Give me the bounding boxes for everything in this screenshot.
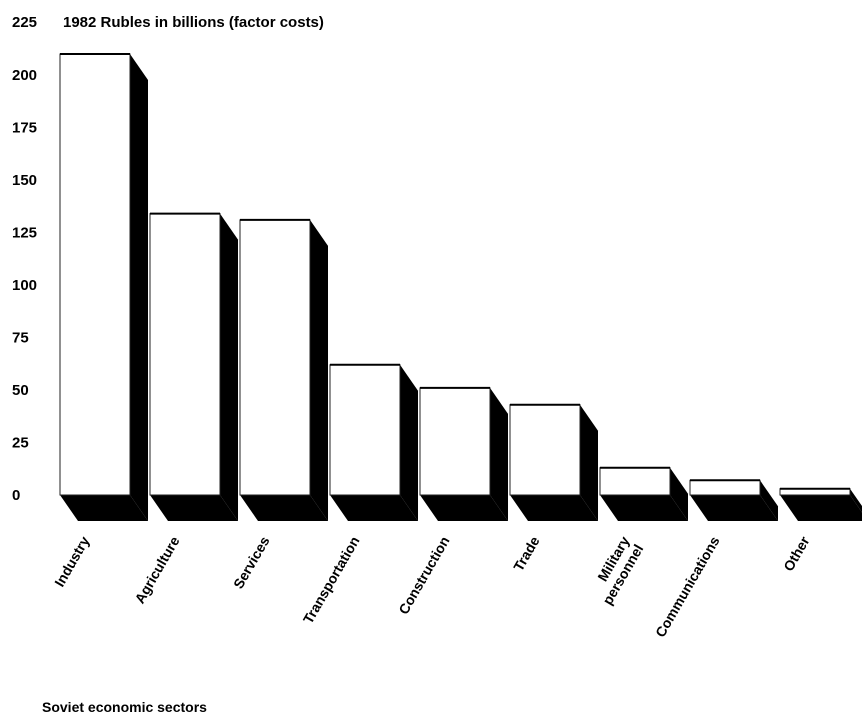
x-tick-label: Services (230, 533, 273, 591)
bar-face (689, 479, 761, 496)
x-axis-labels: Industry Agriculture Services Transportatio… (51, 533, 813, 640)
y-tick-label: 0 (12, 487, 20, 504)
bar-face (239, 219, 311, 496)
bar-construction (419, 386, 508, 521)
x-tick-label: Construction (395, 534, 452, 617)
bar-side (220, 213, 238, 521)
bar-transportation (329, 363, 418, 521)
y-tick-label: 200 (12, 67, 37, 84)
bar-industry (59, 53, 148, 521)
x-tick-label: Industry (51, 533, 93, 589)
bar-face (509, 404, 581, 496)
bar-floor (150, 495, 238, 521)
y-tick-label: 225 (12, 14, 37, 31)
bar-military-personnel (599, 466, 688, 521)
x-axis-title: Soviet economic sectors (42, 699, 207, 715)
y-tick-label: 150 (12, 172, 37, 189)
chart-title: 1982 Rubles in billions (factor costs) (63, 14, 324, 31)
bars (59, 53, 862, 521)
bar-side (580, 404, 598, 521)
y-tick-label: 175 (12, 120, 37, 137)
bar-floor (780, 495, 862, 521)
bar-floor (420, 495, 508, 521)
bar-floor (690, 495, 778, 521)
y-tick-label: 25 (12, 435, 29, 452)
bar-floor (240, 495, 328, 521)
bar-other (779, 487, 862, 521)
bar-floor (510, 495, 598, 521)
x-tick-label: Trade (510, 533, 543, 574)
bar-face (329, 364, 401, 496)
bar-side (400, 364, 418, 521)
y-tick-label: 125 (12, 225, 37, 242)
bar-side (850, 488, 862, 513)
y-tick-label: 100 (12, 277, 37, 294)
bar-face (419, 387, 491, 496)
bar-floor (330, 495, 418, 521)
bar-trade (509, 403, 598, 521)
y-tick-label: 75 (12, 330, 29, 347)
bar-side (310, 219, 328, 521)
x-tick-label: Militarypersonnel (585, 533, 646, 607)
y-axis-ticks: 0 25 50 75 100 125 150 175 200 225 (12, 14, 37, 504)
x-tick-label: Communications (652, 533, 723, 640)
y-tick-label: 50 (12, 382, 29, 399)
bar-face (149, 213, 221, 496)
bar-floor (60, 495, 148, 521)
bar-communications (689, 479, 778, 521)
x-tick-label: Agriculture (131, 533, 182, 606)
bar-floor (600, 495, 688, 521)
bar-face (599, 467, 671, 496)
bar-side (130, 54, 148, 521)
bar-agriculture (149, 212, 238, 521)
x-tick-label: Transportation (300, 534, 363, 627)
bar-face (59, 53, 131, 496)
bar-side (670, 467, 688, 521)
bar-services (239, 218, 328, 521)
bar-side (490, 387, 508, 521)
x-tick-label: Other (780, 533, 813, 574)
bar-side (760, 480, 778, 521)
